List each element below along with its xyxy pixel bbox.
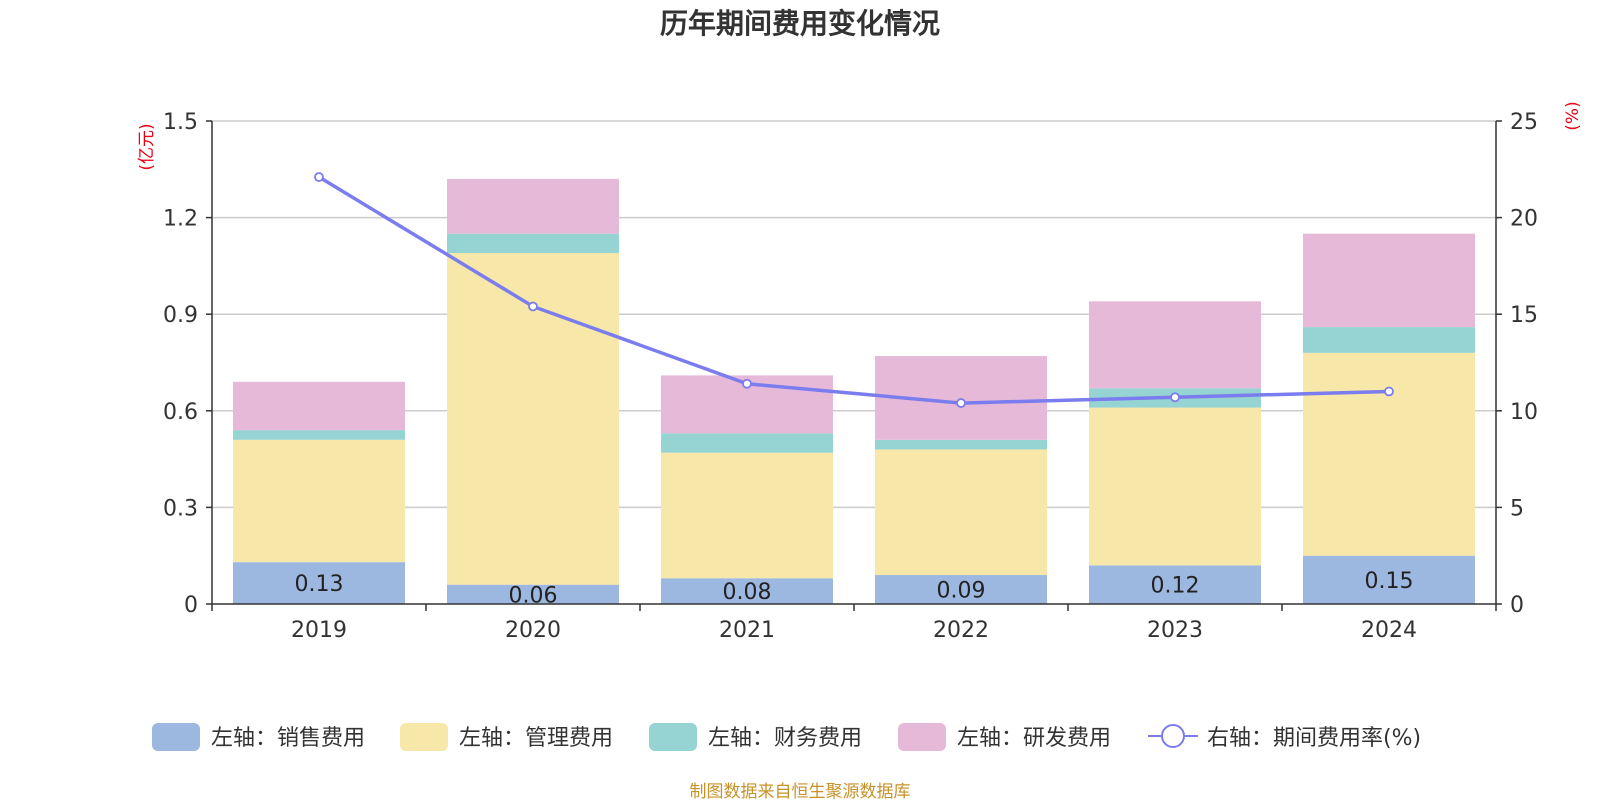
bar-finance-2021 [661, 433, 833, 453]
bar-admin-2021 [661, 452, 833, 579]
legend-label: 左轴：研发费用 [957, 726, 1111, 751]
data-labels: 0.13 0.06 0.08 0.09 0.12 0.15 [295, 569, 1414, 608]
source-note: 制图数据来自恒生聚源数据库 [690, 782, 911, 800]
expense-rate-point-2020 [528, 301, 538, 312]
left-axis-unit: (亿元) [137, 123, 157, 170]
legend-swatch [152, 723, 200, 751]
legend-label: 左轴：管理费用 [459, 726, 613, 751]
right-axis-unit: (%) [1563, 101, 1583, 130]
expense-rate-line [318, 175, 1390, 405]
bar-sales-2024 [1303, 555, 1475, 604]
bar-rnd-2023 [1089, 301, 1261, 389]
left-axis-tick-label: 0.6 [163, 400, 198, 425]
data-label-sales-2023: 0.12 [1151, 574, 1200, 599]
legend-swatch [898, 723, 946, 751]
chart-title: 历年期间费用变化情况 [660, 7, 940, 40]
gridlines [212, 120, 1496, 509]
right-axis-tick-label: 15 [1510, 303, 1538, 328]
expense-rate-point-2019 [314, 172, 324, 182]
bar-finance-2024 [1303, 327, 1475, 353]
bar-sales-2021 [661, 578, 833, 604]
right-axis-tick-label: 0 [1510, 593, 1524, 618]
expense-rate-point-2023 [1170, 392, 1180, 403]
data-label-sales-2021: 0.08 [723, 580, 772, 605]
x-axis-tick-label: 2022 [933, 618, 989, 643]
x-axis-tick-label: 2020 [505, 618, 561, 643]
bar-rnd-2024 [1303, 233, 1475, 328]
bar-rnd-2019 [233, 381, 405, 431]
legend-label: 左轴：销售费用 [211, 726, 365, 751]
left-axis-tick-label: 1.5 [163, 110, 198, 135]
x-axis-tick-label: 2024 [1361, 618, 1417, 643]
bar-sales-2019 [233, 562, 405, 604]
legend-label: 左轴：财务费用 [708, 726, 862, 751]
legend-marker [1161, 724, 1185, 748]
data-label-sales-2022: 0.09 [937, 579, 986, 604]
bar-admin-2022 [875, 449, 1047, 576]
bar-rnd-2020 [447, 178, 619, 234]
right-axis-tick-label: 25 [1510, 110, 1538, 135]
legend-swatch [649, 723, 697, 751]
bar-series [233, 178, 1475, 604]
bar-admin-2024 [1303, 352, 1475, 556]
bar-admin-2019 [233, 439, 405, 563]
bar-admin-2023 [1089, 407, 1261, 566]
data-label-sales-2019: 0.13 [295, 572, 344, 597]
legend-label: 右轴：期间费用率(%) [1207, 726, 1421, 751]
axes: 0 0.3 0.6 0.9 1.2 1.5 0 5 10 15 20 25 2019 2020 2021 20… [163, 110, 1538, 643]
x-axis-tick-label: 2021 [719, 618, 775, 643]
bar-finance-2019 [233, 430, 405, 440]
left-axis-tick-label: 0 [184, 593, 198, 618]
data-label-sales-2024: 0.15 [1365, 569, 1414, 594]
right-axis-tick-label: 20 [1510, 207, 1538, 232]
expense-rate-point-2021 [742, 378, 752, 389]
x-axis-tick-label: 2023 [1147, 618, 1203, 643]
legend-swatch [400, 723, 448, 751]
left-axis-tick-label: 1.2 [163, 207, 198, 232]
expense-rate-point-2024 [1384, 386, 1394, 397]
bar-sales-2020 [447, 584, 619, 604]
x-axis-tick-label: 2019 [291, 618, 347, 643]
legend: 左轴：销售费用 左轴：管理费用 左轴：财务费用 左轴：研发费用 右轴：期间费用率(%) [152, 723, 1421, 751]
left-axis-tick-label: 0.3 [163, 496, 198, 521]
left-axis-tick-label: 0.9 [163, 303, 198, 328]
expense-rate-point-2022 [956, 398, 966, 408]
bar-finance-2022 [875, 439, 1047, 450]
right-axis-tick-label: 10 [1510, 400, 1538, 425]
bar-finance-2020 [447, 233, 619, 254]
bar-sales-2023 [1089, 565, 1261, 604]
bar-sales-2022 [875, 575, 1047, 604]
right-axis-tick-label: 5 [1510, 496, 1524, 521]
line-series [314, 172, 1394, 408]
